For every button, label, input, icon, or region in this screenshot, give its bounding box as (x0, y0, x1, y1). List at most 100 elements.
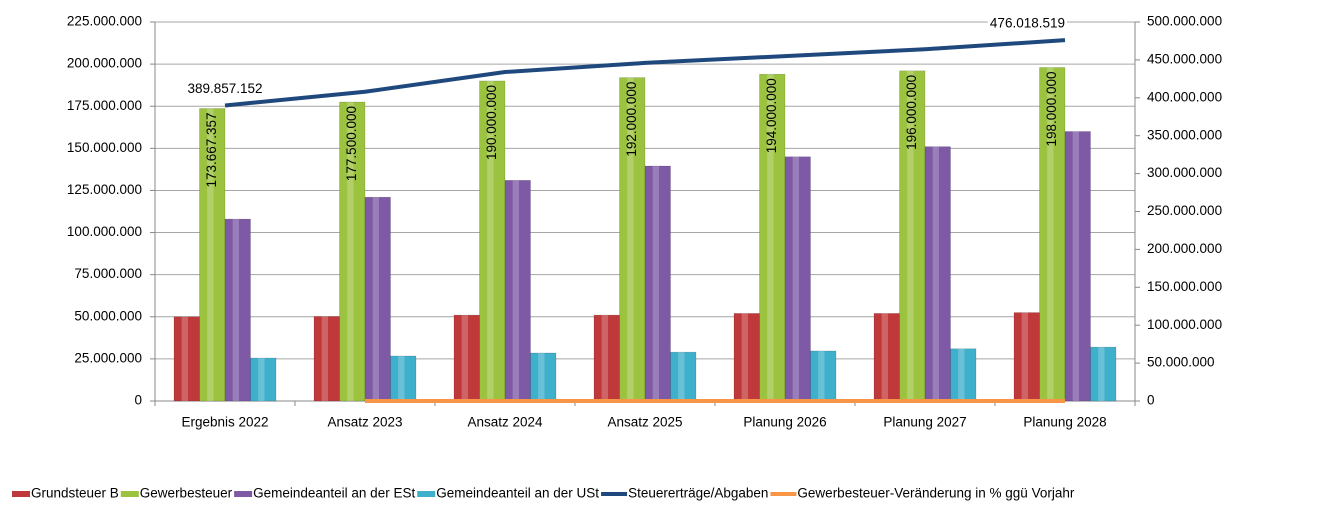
bar-shine (347, 102, 354, 401)
legend-label: Gewerbesteuer (140, 486, 233, 501)
data-label: 177.500.000 (344, 106, 359, 181)
data-label: 173.667.357 (204, 112, 219, 187)
legend-label: Grundsteuer B (31, 486, 119, 501)
bar-shine (767, 74, 774, 402)
bar (224, 218, 251, 402)
legend-label: Gewerbesteuer-Veränderung in % ggü Vorja… (797, 486, 1074, 501)
bar-shine (258, 358, 265, 401)
x-tick-label: Ergebnis 2022 (181, 415, 268, 430)
legend-swatch (120, 491, 139, 497)
bar (873, 313, 900, 402)
y-tick-label: 25.000.000 (74, 350, 142, 365)
bar-shine (741, 313, 749, 401)
x-tick-label: Planung 2028 (1023, 415, 1106, 430)
bar-shine (652, 166, 660, 401)
bar (733, 313, 760, 402)
bar (313, 316, 340, 402)
bar-shine (1072, 131, 1080, 401)
bar (339, 101, 366, 402)
y2-tick-label: 450.000.000 (1147, 51, 1222, 66)
y2-tick-label: 50.000.000 (1147, 355, 1215, 370)
y-tick-label: 150.000.000 (67, 140, 142, 155)
y-tick-label: 125.000.000 (67, 182, 142, 197)
x-tick-label: Planung 2026 (743, 415, 826, 430)
bar-shine (398, 356, 405, 401)
y-tick-label: 175.000.000 (67, 98, 142, 113)
bar-shine (958, 348, 965, 401)
bar (1039, 67, 1066, 402)
bar-shine (538, 352, 545, 401)
bar (899, 70, 926, 402)
bar-shine (792, 156, 800, 401)
bar-shine (678, 352, 685, 401)
bar (619, 77, 646, 402)
y2-tick-label: 400.000.000 (1147, 89, 1222, 104)
legend-swatch (770, 492, 797, 496)
data-label: 198.000.000 (1044, 71, 1059, 146)
bar-shine (627, 77, 634, 401)
x-tick-label: Ansatz 2025 (607, 415, 682, 430)
line (224, 38, 1066, 108)
bar (479, 80, 506, 402)
bar-shine (907, 70, 914, 402)
y2-tick-label: 250.000.000 (1147, 203, 1222, 218)
bar (810, 350, 837, 402)
bar-shine (1098, 347, 1105, 401)
y2-tick-label: 100.000.000 (1147, 317, 1222, 332)
bar (530, 352, 557, 402)
legend-swatch (12, 491, 30, 497)
bar (453, 314, 480, 402)
y-tick-label: 75.000.000 (74, 266, 142, 281)
data-label: 190.000.000 (484, 85, 499, 160)
bar (784, 156, 811, 402)
y-tick-label: 50.000.000 (74, 308, 142, 323)
bar-shine (818, 350, 825, 401)
bar (593, 314, 620, 402)
y-tick-label: 100.000.000 (67, 224, 142, 239)
x-tick-label: Ansatz 2023 (327, 415, 402, 430)
y-tick-label: 225.000.000 (67, 14, 142, 29)
data-label: 194.000.000 (764, 78, 779, 153)
y2-tick-label: 300.000.000 (1147, 165, 1222, 180)
y2-tick-label: 350.000.000 (1147, 127, 1222, 142)
y2-tick-label: 0 (1147, 393, 1155, 408)
bar (364, 196, 391, 402)
bar-shine (207, 108, 214, 402)
x-tick-label: Ansatz 2024 (467, 415, 543, 430)
bar-shine (232, 219, 240, 401)
bar-shine (601, 315, 609, 401)
bar-shine (181, 316, 189, 401)
bar (1090, 346, 1117, 402)
bar (390, 355, 417, 402)
legend-label: Gemeindeanteil an der ESt (253, 486, 415, 501)
legend-swatch (417, 491, 436, 497)
data-label: 389.857.152 (187, 81, 262, 96)
bar (670, 351, 697, 402)
x-tick-label: Planung 2027 (883, 415, 966, 430)
bar-shine (487, 80, 494, 401)
bar-shine (372, 197, 380, 401)
bar-shine (512, 180, 520, 401)
y2-tick-label: 200.000.000 (1147, 241, 1222, 256)
bar (924, 146, 951, 402)
bar (644, 165, 671, 402)
bar (1013, 312, 1040, 402)
bar-shine (932, 146, 940, 401)
bar-shine (1047, 67, 1054, 401)
legend-swatch (601, 492, 628, 496)
legend-label: Steuererträge/Abgaben (628, 486, 768, 501)
y2-tick-label: 150.000.000 (1147, 279, 1222, 294)
y-tick-label: 200.000.000 (67, 56, 142, 71)
bar (504, 180, 531, 402)
bar-shine (461, 315, 469, 401)
bar (759, 73, 786, 402)
label-bg (185, 80, 265, 98)
data-label: 476.018.519 (990, 16, 1065, 31)
data-label: 192.000.000 (624, 82, 639, 157)
bar-shine (321, 316, 329, 401)
bar (1064, 131, 1091, 402)
bar (199, 108, 226, 402)
bar (173, 316, 200, 402)
y2-tick-label: 500.000.000 (1147, 14, 1222, 29)
